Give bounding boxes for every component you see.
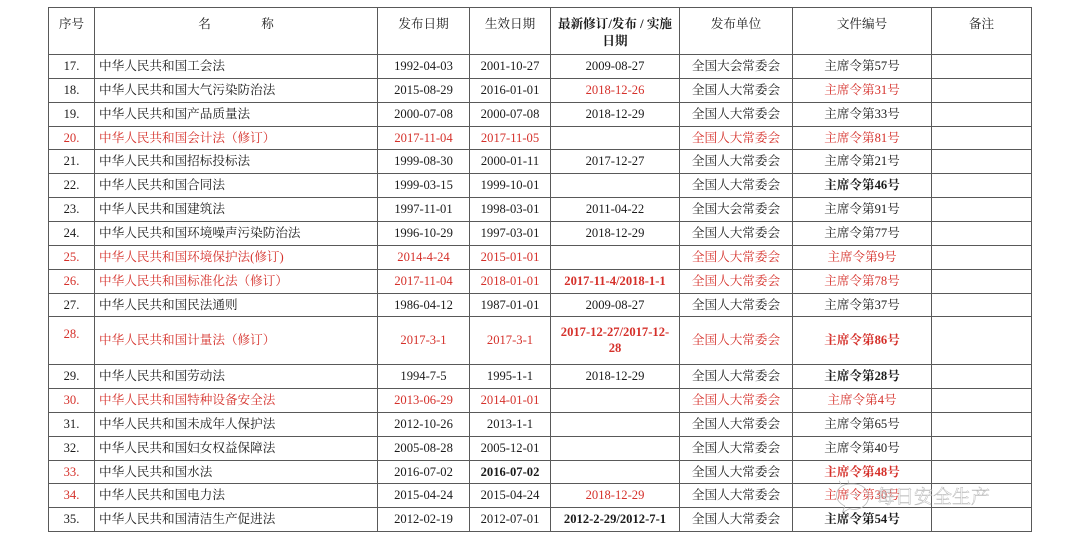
svg-text:每日安全生产: 每日安全生产 [876,486,990,508]
